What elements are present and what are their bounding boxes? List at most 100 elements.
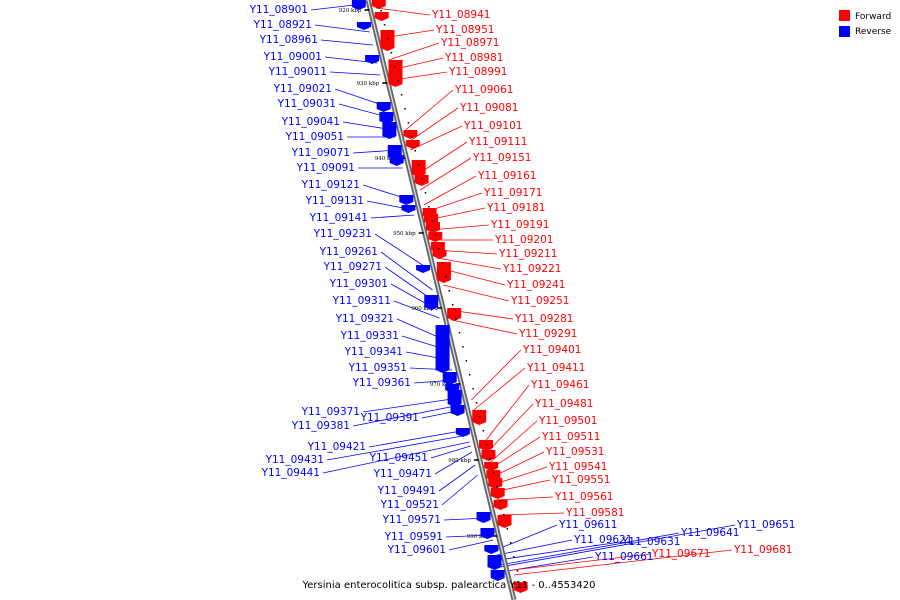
forward-gene-label[interactable]: Y11_09181 [486, 202, 545, 214]
forward-gene-label[interactable]: Y11_09201 [494, 234, 553, 246]
forward-gene[interactable] [497, 515, 512, 528]
reverse-gene[interactable] [484, 545, 499, 554]
forward-gene[interactable] [513, 582, 528, 593]
forward-gene-label[interactable]: Y11_09541 [548, 461, 607, 473]
reverse-gene-label[interactable]: Y11_08961 [259, 34, 318, 46]
reverse-gene[interactable] [382, 122, 397, 139]
forward-gene[interactable] [425, 222, 440, 233]
forward-gene-label[interactable]: Y11_09151 [472, 152, 531, 164]
reverse-gene[interactable] [487, 555, 502, 570]
forward-gene-label[interactable]: Y11_09501 [538, 415, 597, 427]
forward-gene[interactable] [432, 250, 447, 259]
forward-gene[interactable] [371, 0, 386, 9]
reverse-gene-label[interactable]: Y11_09421 [307, 441, 366, 453]
reverse-gene-label[interactable]: Y11_09341 [344, 346, 403, 358]
reverse-gene-label[interactable]: Y11_09631 [621, 536, 680, 548]
reverse-gene[interactable] [480, 528, 495, 539]
reverse-gene-label[interactable]: Y11_09601 [387, 544, 446, 556]
forward-gene-label[interactable]: Y11_09281 [514, 313, 573, 325]
reverse-gene-label[interactable]: Y11_09021 [273, 83, 332, 95]
reverse-gene-label[interactable]: Y11_09321 [335, 313, 394, 325]
reverse-gene-label[interactable]: Y11_09301 [329, 278, 388, 290]
reverse-gene[interactable] [447, 390, 462, 407]
reverse-gene[interactable] [351, 0, 366, 10]
reverse-gene[interactable] [435, 325, 450, 373]
reverse-gene[interactable] [424, 295, 439, 310]
reverse-gene[interactable] [455, 428, 470, 437]
forward-gene-label[interactable]: Y11_09581 [565, 507, 624, 519]
forward-gene[interactable] [388, 60, 403, 87]
reverse-gene-label[interactable]: Y11_09141 [309, 212, 368, 224]
forward-gene-label[interactable]: Y11_09111 [468, 136, 527, 148]
forward-gene[interactable] [403, 130, 418, 139]
reverse-gene-label[interactable]: Y11_09231 [313, 228, 372, 240]
reverse-gene-label[interactable]: Y11_09491 [377, 485, 436, 497]
forward-gene-label[interactable]: Y11_09221 [502, 263, 561, 275]
reverse-gene-label[interactable]: Y11_09271 [323, 261, 382, 273]
reverse-gene-label[interactable]: Y11_09071 [291, 147, 350, 159]
reverse-gene-label[interactable]: Y11_09591 [384, 531, 443, 543]
forward-gene-label[interactable]: Y11_09531 [545, 446, 604, 458]
reverse-gene[interactable] [356, 22, 371, 30]
reverse-gene-label[interactable]: Y11_09471 [373, 468, 432, 480]
forward-gene-label[interactable]: Y11_08971 [440, 37, 499, 49]
reverse-gene-label[interactable]: Y11_09091 [296, 162, 355, 174]
reverse-gene[interactable] [442, 372, 457, 385]
reverse-gene[interactable] [401, 205, 416, 213]
reverse-gene[interactable] [416, 265, 431, 273]
reverse-gene-label[interactable]: Y11_09041 [281, 116, 340, 128]
forward-gene-label[interactable]: Y11_08941 [431, 9, 490, 21]
forward-gene-label[interactable]: Y11_08951 [435, 24, 494, 36]
forward-gene-label[interactable]: Y11_09681 [733, 544, 792, 556]
reverse-gene-label[interactable]: Y11_09621 [573, 534, 632, 546]
forward-gene-label[interactable]: Y11_09241 [506, 279, 565, 291]
reverse-gene[interactable] [399, 195, 414, 205]
forward-gene-label[interactable]: Y11_09211 [498, 248, 557, 260]
forward-gene-label[interactable]: Y11_09101 [463, 120, 522, 132]
reverse-gene[interactable] [476, 512, 491, 523]
forward-gene[interactable] [484, 462, 499, 471]
reverse-gene-label[interactable]: Y11_09381 [291, 420, 350, 432]
forward-gene[interactable] [380, 30, 395, 51]
reverse-gene[interactable] [379, 112, 394, 124]
reverse-gene[interactable] [376, 102, 391, 112]
forward-gene[interactable] [436, 262, 451, 283]
forward-gene[interactable] [428, 232, 443, 242]
reverse-gene-label[interactable]: Y11_09611 [558, 519, 617, 531]
reverse-gene-label[interactable]: Y11_09441 [261, 467, 320, 479]
forward-gene[interactable] [481, 450, 496, 461]
reverse-gene-label[interactable]: Y11_09331 [340, 330, 399, 342]
forward-gene-label[interactable]: Y11_09551 [551, 474, 610, 486]
forward-gene-label[interactable]: Y11_09161 [477, 170, 536, 182]
reverse-gene-label[interactable]: Y11_09431 [265, 454, 324, 466]
reverse-gene-label[interactable]: Y11_09661 [594, 551, 653, 563]
forward-gene[interactable] [490, 488, 505, 499]
reverse-gene-label[interactable]: Y11_09261 [319, 246, 378, 258]
reverse-gene[interactable] [450, 405, 465, 416]
forward-gene[interactable] [411, 160, 426, 177]
forward-gene-label[interactable]: Y11_09291 [518, 328, 577, 340]
reverse-gene-label[interactable]: Y11_08901 [249, 4, 308, 16]
reverse-gene-label[interactable]: Y11_09121 [301, 179, 360, 191]
reverse-gene-label[interactable]: Y11_09451 [369, 452, 428, 464]
forward-gene[interactable] [414, 175, 429, 186]
forward-gene-label[interactable]: Y11_09671 [651, 548, 710, 560]
forward-gene[interactable] [447, 308, 462, 321]
reverse-gene-label[interactable]: Y11_09311 [332, 295, 391, 307]
reverse-gene-label[interactable]: Y11_09651 [736, 519, 795, 531]
forward-gene-label[interactable]: Y11_09481 [534, 398, 593, 410]
forward-gene[interactable] [374, 12, 389, 21]
forward-gene[interactable] [488, 478, 503, 489]
reverse-gene-label[interactable]: Y11_09131 [305, 195, 364, 207]
reverse-gene-label[interactable]: Y11_09001 [263, 51, 322, 63]
forward-gene-label[interactable]: Y11_09511 [541, 431, 600, 443]
reverse-gene-label[interactable]: Y11_09521 [380, 499, 439, 511]
forward-gene-label[interactable]: Y11_09171 [483, 187, 542, 199]
reverse-gene[interactable] [389, 155, 404, 166]
forward-gene-label[interactable]: Y11_09401 [522, 344, 581, 356]
forward-gene-label[interactable]: Y11_09411 [526, 362, 585, 374]
forward-gene[interactable] [493, 500, 508, 510]
reverse-gene-label[interactable]: Y11_09371 [301, 406, 360, 418]
reverse-gene[interactable] [365, 55, 380, 64]
reverse-gene-label[interactable]: Y11_09571 [382, 514, 441, 526]
